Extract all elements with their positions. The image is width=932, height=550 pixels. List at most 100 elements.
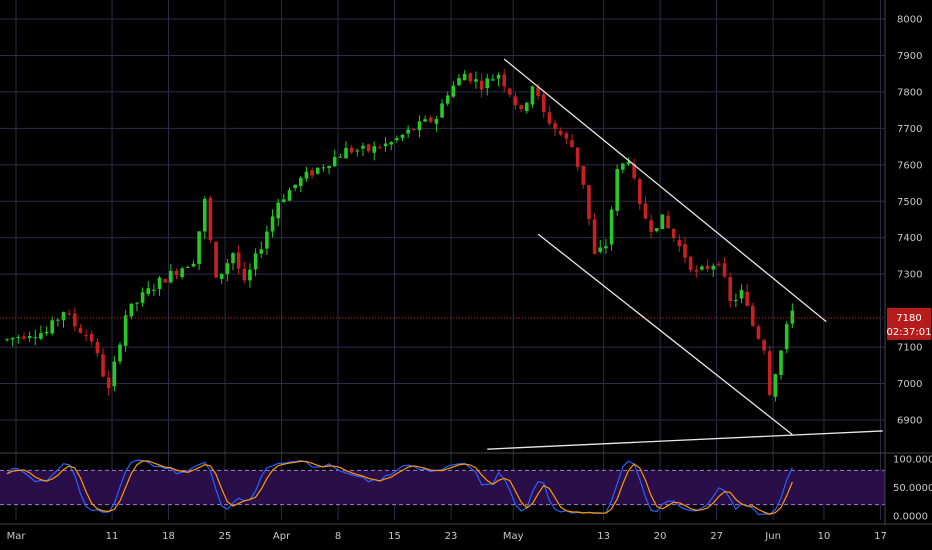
candle-body — [50, 320, 54, 334]
candle-body — [327, 165, 331, 169]
x-tick-label: 11 — [106, 531, 119, 542]
candle-body — [756, 326, 761, 339]
candle-body — [677, 240, 682, 247]
candle-body — [56, 319, 60, 321]
candle-body — [395, 138, 399, 141]
candle-body — [773, 374, 778, 397]
candle-body — [282, 199, 286, 202]
candle-body — [299, 177, 303, 187]
candle-body — [508, 88, 512, 95]
candle-body — [638, 179, 642, 204]
candle-body — [129, 303, 134, 317]
x-tick-label: 10 — [818, 531, 831, 542]
x-tick-label: 18 — [162, 531, 175, 542]
candle-body — [751, 306, 755, 326]
candle-body — [417, 121, 422, 131]
candle-body — [276, 202, 280, 219]
last-price-badge — [887, 307, 931, 340]
candle-body — [39, 333, 43, 339]
x-tick-label: May — [503, 531, 524, 542]
candle-body — [705, 265, 710, 269]
candle-body — [180, 268, 184, 278]
candle-body — [609, 209, 614, 245]
candle-body — [135, 302, 139, 304]
candle-body — [683, 244, 687, 258]
candle-body — [146, 288, 151, 294]
price-tick-label: 7600 — [897, 160, 922, 171]
candle-body — [406, 129, 410, 134]
candle-body — [400, 134, 405, 138]
candle-body — [694, 270, 699, 272]
candle-body — [208, 197, 213, 240]
candle-body — [186, 266, 190, 268]
candle-body — [445, 95, 450, 104]
candle-body — [253, 253, 258, 270]
candle-body — [496, 75, 501, 79]
candle-body — [513, 96, 518, 106]
candle-body — [519, 105, 523, 110]
candle-body — [169, 270, 173, 283]
trendline-channel-upper[interactable] — [503, 58, 827, 323]
candle-body — [457, 78, 461, 86]
candle-body — [649, 220, 653, 232]
candle-body — [784, 324, 789, 350]
candle-body — [745, 291, 749, 306]
candle-body — [84, 334, 88, 336]
stoch-band-fill — [0, 470, 885, 505]
candle-body — [536, 87, 540, 96]
candle-body — [270, 216, 275, 232]
candle-body — [547, 112, 552, 124]
candle-body — [575, 147, 580, 168]
candle-body — [412, 129, 416, 131]
candle-body — [592, 219, 597, 254]
candle-body — [643, 203, 648, 219]
candle-body — [310, 170, 314, 176]
price-tick-label: 7400 — [897, 233, 922, 244]
candle-body — [321, 167, 326, 169]
candle-body — [564, 133, 569, 139]
x-tick-label: 8 — [335, 531, 341, 542]
candle-body — [106, 377, 111, 389]
candle-body — [101, 354, 105, 377]
trendlines — [487, 58, 883, 450]
candle-body — [717, 263, 721, 265]
candle-body — [22, 336, 26, 339]
candle-body — [118, 344, 122, 362]
candle-body — [615, 169, 619, 211]
countdown-label: 02:37:01 — [887, 327, 932, 338]
x-tick-label: 25 — [219, 531, 232, 542]
trendline-support[interactable] — [487, 430, 883, 450]
candle-body — [389, 142, 393, 145]
candle-body — [762, 340, 766, 351]
candle-body — [197, 231, 201, 264]
candle-body — [728, 277, 732, 302]
last-price-label: 7180 — [896, 313, 921, 324]
candle-body — [44, 331, 49, 334]
x-tick-label: 20 — [654, 531, 667, 542]
x-tick-label: 27 — [710, 531, 723, 542]
candle-body — [214, 241, 218, 278]
candle-body — [525, 102, 529, 112]
candle-body — [293, 184, 297, 189]
trendline-channel-lower[interactable] — [537, 233, 793, 436]
candle-body — [570, 140, 574, 148]
candle-body — [225, 263, 230, 275]
candle-body — [191, 263, 196, 267]
grid — [0, 0, 885, 520]
candle-body — [587, 185, 591, 219]
candle-body — [366, 144, 371, 152]
candle-body — [581, 166, 586, 185]
candle-body — [219, 273, 224, 279]
x-tick-label: Jun — [764, 531, 781, 542]
x-tick-label: 15 — [388, 531, 401, 542]
candle-body — [361, 145, 365, 149]
candle-body — [474, 79, 478, 82]
candle-body — [558, 130, 563, 135]
candle-body — [711, 265, 716, 270]
candle-body — [236, 252, 241, 269]
candle-body — [734, 299, 738, 301]
candle-body — [688, 257, 693, 271]
candle-body — [479, 80, 484, 90]
price-tick-label: 7300 — [897, 270, 922, 281]
